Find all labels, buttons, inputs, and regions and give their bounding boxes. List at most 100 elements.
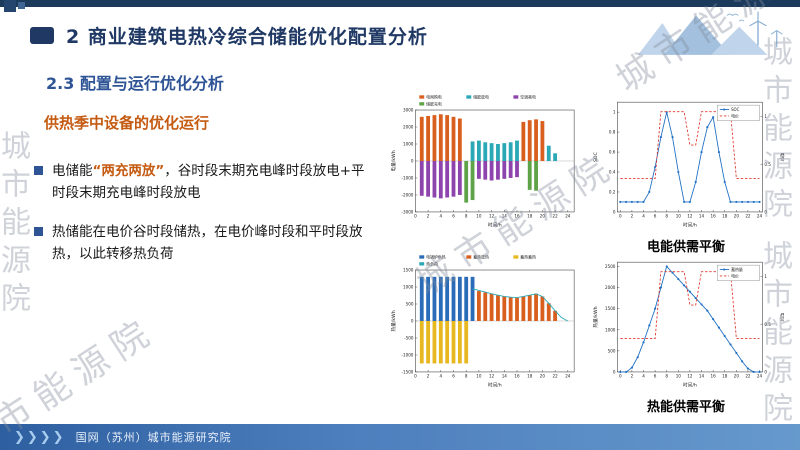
svg-text:蓄热蓄热: 蓄热蓄热	[520, 254, 536, 259]
mountain-landscape-decoration	[638, 8, 788, 58]
svg-text:-1000: -1000	[401, 353, 413, 358]
svg-text:16: 16	[711, 213, 717, 218]
svg-text:蓄热量: 蓄热量	[731, 267, 743, 272]
svg-text:-2000: -2000	[401, 193, 413, 198]
svg-text:2: 2	[427, 373, 430, 378]
bullet-square-marker	[34, 166, 43, 175]
chart-heat-dispatch: -1500 -1000 -500 0 500 1000 1500 0 2 4 6 8 10 12 14 16 1…	[386, 250, 582, 392]
bullet-text: 电储能“两充两放”，谷时段末期充电峰时段放电+平时段末期充电峰时段放电	[52, 160, 370, 205]
chevron-right-icon: ❯❯❯❯	[14, 429, 66, 445]
chart-soc-curve-canvas: 00.20.40.60.810 2 4 6 8 10 12 14 16 18 20 22 2400.51…	[593, 101, 784, 229]
svg-text:0: 0	[619, 373, 622, 378]
svg-text:热量/kWh: 热量/kWh	[390, 310, 397, 331]
svg-text:8: 8	[665, 373, 668, 378]
svg-text:1: 1	[764, 114, 767, 119]
svg-text:电价: 电价	[731, 273, 739, 278]
svg-text:22: 22	[745, 213, 751, 218]
svg-text:热量/kWh: 热量/kWh	[592, 306, 599, 327]
svg-text:0.8: 0.8	[609, 130, 616, 135]
svg-text:-1000: -1000	[401, 176, 413, 181]
svg-text:22: 22	[552, 373, 558, 378]
svg-text:SOC: SOC	[593, 151, 599, 162]
svg-text:-1500: -1500	[401, 370, 413, 375]
svg-text:4: 4	[642, 373, 645, 378]
svg-text:2000: 2000	[403, 125, 414, 130]
svg-text:6: 6	[452, 213, 455, 218]
svg-text:0: 0	[764, 210, 767, 215]
slide-header: 2 商业建筑电热冷综合储能优化配置分析	[30, 22, 428, 49]
svg-text:4: 4	[439, 213, 442, 218]
svg-text:1500: 1500	[403, 268, 414, 273]
svg-text:1500: 1500	[605, 306, 616, 311]
bullet-text-part: ，谷时段末期充电峰时段放电+平时段末期充电峰时段放电	[52, 163, 365, 202]
svg-text:电价: 电价	[779, 152, 784, 162]
bullet-item-heat-storage: 热储能在电价谷时段储热，在电价峰时段和平时段放热，以此转移热负荷	[34, 221, 370, 266]
svg-text:时间/h: 时间/h	[683, 382, 697, 389]
svg-text:1000: 1000	[605, 327, 616, 332]
svg-text:储能放电: 储能放电	[473, 94, 489, 99]
svg-text:24: 24	[757, 373, 763, 378]
svg-text:4: 4	[642, 213, 645, 218]
svg-text:电量/kWh: 电量/kWh	[390, 150, 397, 171]
svg-text:24: 24	[757, 213, 763, 218]
bullet-text-part: 电储能	[52, 163, 93, 179]
bullet-list: 电储能“两充两放”，谷时段末期充电峰时段放电+平时段末期充电峰时段放电 热储能在…	[34, 160, 370, 281]
svg-text:-3000: -3000	[401, 210, 413, 215]
svg-text:14: 14	[502, 213, 508, 218]
svg-text:14: 14	[699, 373, 705, 378]
chart-soc-curve: 0 0.2 0.4 0.6 0.8 1 0 2 4 6 8 10 12 14 16 18 20 22 24 0 0.5 1…	[588, 90, 784, 232]
svg-text:10: 10	[476, 373, 482, 378]
svg-text:14: 14	[699, 213, 705, 218]
svg-text:0.5: 0.5	[764, 162, 771, 167]
svg-text:12: 12	[687, 373, 693, 378]
svg-text:6: 6	[654, 213, 657, 218]
svg-text:20: 20	[540, 373, 546, 378]
svg-text:14: 14	[502, 373, 508, 378]
corner-square-decoration-small	[18, 2, 25, 9]
top-accent-bar	[0, 0, 800, 7]
svg-text:6: 6	[654, 373, 657, 378]
svg-text:-500: -500	[404, 336, 414, 341]
caption-electric-balance: 电能供需平衡	[646, 240, 725, 255]
svg-text:0.4: 0.4	[609, 170, 616, 175]
svg-text:10: 10	[476, 213, 482, 218]
svg-text:储能充电: 储能充电	[426, 101, 442, 106]
svg-text:12: 12	[687, 213, 693, 218]
svg-text:电价: 电价	[779, 312, 784, 322]
svg-text:1000: 1000	[403, 142, 414, 147]
svg-text:18: 18	[527, 373, 533, 378]
svg-text:0: 0	[414, 213, 417, 218]
footer-organization: 国网（苏州）城市能源研究院	[75, 431, 232, 444]
svg-text:18: 18	[722, 373, 728, 378]
svg-text:4: 4	[439, 373, 442, 378]
corner-square-decoration	[4, 0, 16, 12]
svg-text:8: 8	[465, 213, 468, 218]
svg-text:0: 0	[411, 319, 414, 324]
svg-text:8: 8	[465, 373, 468, 378]
svg-text:空调耗电: 空调耗电	[520, 94, 536, 99]
mountain-icon	[638, 11, 783, 55]
svg-text:时间/h: 时间/h	[488, 222, 502, 229]
svg-text:16: 16	[711, 373, 717, 378]
svg-text:电价: 电价	[731, 113, 739, 118]
svg-text:6: 6	[452, 373, 455, 378]
subsection-heading: 供热季中设备的优化运行	[44, 114, 210, 132]
svg-text:2: 2	[631, 213, 634, 218]
svg-text:10: 10	[676, 213, 682, 218]
svg-text:电网购电: 电网购电	[426, 94, 442, 99]
bullet-square-marker	[34, 226, 43, 236]
watermark: 城市能源院	[0, 130, 30, 320]
chart-heat-storage-curve: 0 500 1000 1500 2000 2500 0 2 4 6 8 10 12 14 16 18 20 22 2…	[588, 250, 784, 392]
svg-text:12: 12	[489, 373, 495, 378]
svg-text:0: 0	[414, 373, 417, 378]
svg-text:1: 1	[764, 274, 767, 279]
svg-text:0.5: 0.5	[764, 322, 771, 327]
svg-text:2: 2	[631, 373, 634, 378]
chart-electric-dispatch: -3000 -2000 -1000 0 1000 2000 3000 0 2 4 6 8 10 12 14 1…	[386, 90, 582, 232]
svg-text:20: 20	[540, 213, 546, 218]
highlight-text: “两充两放”	[92, 163, 165, 179]
svg-text:0.6: 0.6	[609, 150, 616, 155]
slide-title: 2 商业建筑电热冷综合储能优化配置分析	[66, 26, 428, 48]
